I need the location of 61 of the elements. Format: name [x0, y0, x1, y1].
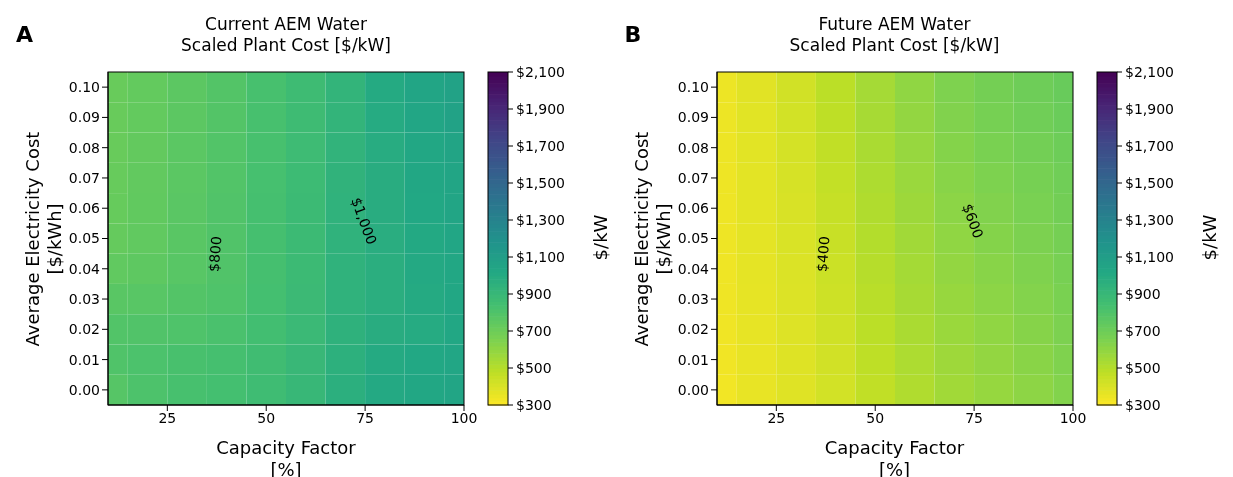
y-tick-label: 0.02	[677, 321, 709, 338]
y-axis-title: Average Electricity Cost [$/kWh]	[22, 130, 66, 348]
y-tick-label: 0.05	[677, 230, 709, 247]
x-tick-label: 50	[865, 409, 884, 426]
y-tick-label: 0.05	[68, 230, 100, 247]
color-bar-label: $300	[516, 397, 552, 413]
color-bar-label: $1,300	[1124, 212, 1174, 228]
y-tick-label: 0.09	[677, 109, 709, 126]
x-tick-label: 75	[356, 409, 375, 426]
y-tick-label: 0.07	[68, 169, 100, 186]
y-tick-label: 0.10	[677, 79, 709, 96]
y-tick-label: 0.03	[68, 291, 100, 308]
text: A	[16, 22, 34, 47]
x-tick-label: 100	[1059, 409, 1086, 426]
y-tick-label: 0.01	[677, 351, 709, 368]
y-tick-label: 0.02	[68, 321, 100, 338]
color-bar-label: $2,100	[516, 64, 565, 80]
y-tick-label: 0.04	[677, 260, 709, 277]
chart-title: Current AEM Water Scaled Plant Cost [$/kW]	[180, 14, 392, 56]
x-tick-label: 25	[766, 409, 785, 426]
y-tick-label: 0.00	[677, 381, 709, 398]
annotation: $600	[958, 200, 988, 243]
color-bar-label: $500	[516, 360, 552, 376]
y-tick-label: 0.04	[68, 260, 101, 277]
x-tick-label: 50	[257, 409, 276, 426]
color-bar-label: $1,900	[516, 101, 565, 117]
color-bar-label: $900	[516, 286, 552, 302]
y-tick-label: 0.08	[677, 139, 709, 156]
y-tick-label: 0.01	[68, 351, 100, 368]
color-bar-title: $/kW	[1198, 214, 1220, 260]
y-tick-label: 0.07	[677, 169, 709, 186]
color-bar-label: $2,100	[1124, 64, 1174, 80]
x-tick-label: 75	[964, 409, 983, 426]
color-bar-label: $1,700	[516, 138, 565, 154]
y-tick-label: 0.00	[68, 381, 100, 398]
color-bar-title: $/kW	[590, 214, 612, 260]
color-bar-label: $1,500	[1124, 175, 1174, 191]
y-tick-label: 0.09	[68, 109, 100, 126]
color-bar-label: $500	[1124, 360, 1161, 376]
y-axis-title: Average Electricity Cost [$/kWh]	[630, 130, 675, 348]
y-tick-label: 0.06	[68, 200, 101, 217]
x-tick-label: 100	[450, 409, 478, 426]
color-bar-label: $1,900	[1124, 101, 1174, 117]
chart-title: Future AEM Water Scaled Plant Cost [$/kW]	[788, 14, 1001, 56]
color-bar-label: $700	[1124, 323, 1161, 339]
color-bar-label: $900	[1124, 286, 1161, 302]
y-tick-label: 0.10	[68, 79, 100, 96]
color-bar-label: $1,300	[516, 212, 565, 228]
color-bar-label: $300	[1124, 397, 1161, 413]
color-bar-label: $1,100	[1124, 249, 1174, 265]
y-tick-label: 0.06	[677, 200, 709, 217]
annotation: $800	[204, 234, 225, 275]
color-bar-label: $1,100	[516, 249, 565, 265]
color-bar-label: $1,700	[1124, 138, 1174, 154]
color-bar-label: $1,500	[516, 175, 565, 191]
x-tick-label: 25	[158, 409, 177, 426]
y-tick-label: 0.08	[68, 139, 100, 156]
text: B	[624, 22, 642, 47]
annotation: $400	[813, 234, 834, 275]
y-tick-label: 0.03	[677, 291, 709, 308]
color-bar-label: $700	[516, 323, 552, 339]
